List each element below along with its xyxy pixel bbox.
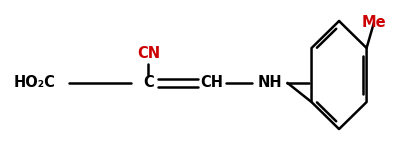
Text: C: C [143, 75, 154, 90]
Text: CN: CN [137, 46, 160, 61]
Text: CH: CH [200, 75, 223, 90]
Text: Me: Me [362, 16, 387, 31]
Text: HO₂C: HO₂C [13, 75, 55, 90]
Text: NH: NH [257, 75, 282, 90]
